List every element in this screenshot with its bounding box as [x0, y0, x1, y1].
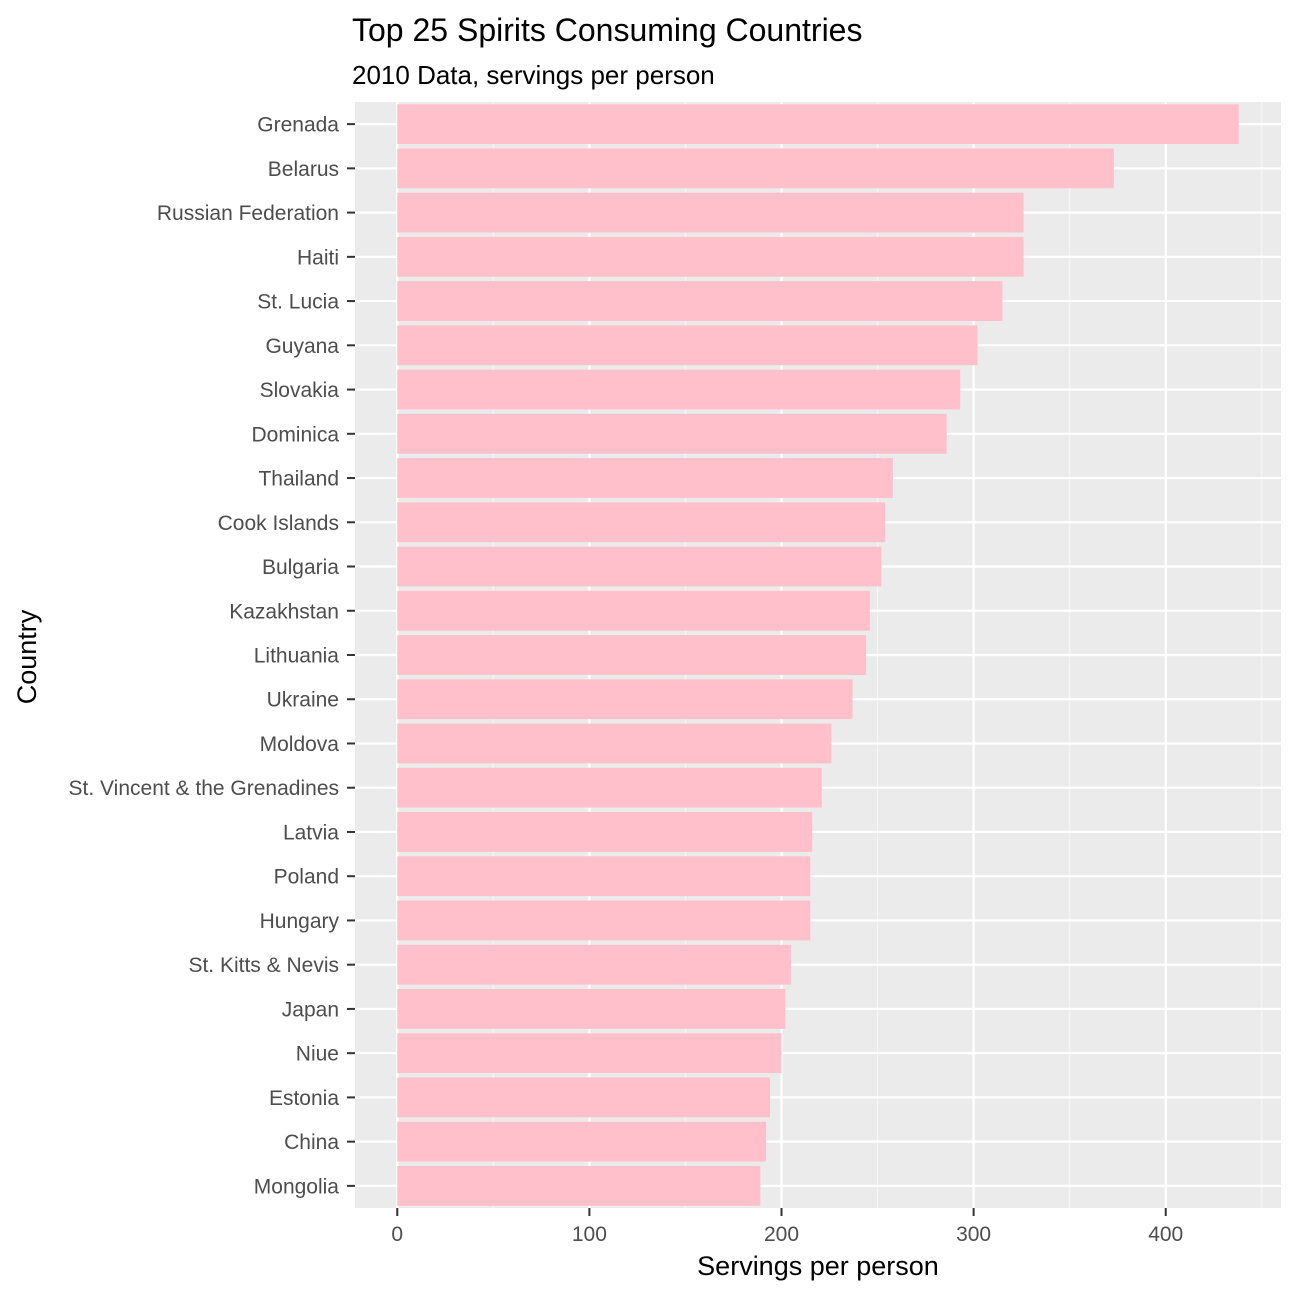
chart-subtitle: 2010 Data, servings per person [352, 60, 715, 90]
bar [397, 236, 1024, 277]
bar [397, 413, 947, 454]
x-tick-label: 0 [391, 1223, 403, 1246]
bar [397, 635, 867, 675]
bar [397, 900, 811, 941]
bar [397, 723, 832, 764]
y-tick-label: St. Lucia [257, 291, 339, 314]
y-tick-label: Estonia [269, 1087, 339, 1110]
y-tick-label: Belarus [268, 158, 339, 181]
y-tick-label: Moldova [260, 733, 340, 756]
x-axis: 0 100 200 300 400 [391, 1208, 1183, 1246]
bar [397, 369, 961, 410]
bar [397, 458, 893, 498]
y-tick-label: Dominica [251, 423, 339, 446]
bar [397, 502, 886, 543]
bar [397, 856, 811, 897]
y-tick-label: Russian Federation [157, 202, 339, 225]
bar [397, 767, 822, 808]
x-axis-title: Servings per person [697, 1251, 939, 1281]
y-tick-label: Thailand [258, 468, 339, 491]
y-tick-label: Mongolia [254, 1175, 340, 1198]
x-tick-label: 400 [1148, 1223, 1183, 1246]
y-axis: Grenada Belarus Russian Federation Haiti St.… [69, 114, 355, 1198]
y-tick-label: Japan [282, 998, 339, 1021]
y-tick-label: St. Kitts & Nevis [188, 954, 339, 977]
bar [397, 1033, 782, 1074]
y-tick-label: China [284, 1131, 339, 1154]
y-tick-label: Niue [296, 1043, 339, 1066]
bar [397, 944, 792, 985]
x-tick-label: 300 [956, 1223, 991, 1246]
bar [397, 148, 1114, 189]
bars [397, 104, 1239, 1206]
y-axis-title: Country [12, 609, 42, 704]
chart-title: Top 25 Spirits Consuming Countries [352, 12, 862, 48]
y-tick-label: Guyana [265, 335, 339, 358]
bar [397, 1121, 767, 1162]
x-tick-label: 100 [572, 1223, 607, 1246]
bar [397, 325, 978, 366]
y-tick-label: St. Vincent & the Grenadines [69, 777, 339, 800]
bar [397, 679, 853, 720]
y-tick-label: Kazakhstan [229, 600, 339, 623]
y-tick-label: Poland [274, 866, 339, 889]
y-tick-label: Haiti [297, 246, 339, 269]
y-tick-label: Lithuania [254, 645, 340, 668]
y-tick-label: Cook Islands [218, 512, 339, 535]
x-tick-label: 200 [764, 1223, 799, 1246]
y-tick-label: Grenada [257, 114, 339, 137]
y-tick-label: Hungary [260, 910, 340, 933]
y-tick-label: Ukraine [267, 689, 339, 712]
bar [397, 104, 1239, 145]
bar [397, 1077, 770, 1118]
bar [397, 989, 786, 1029]
bar [397, 812, 813, 852]
bar [397, 546, 882, 587]
y-tick-label: Slovakia [260, 379, 340, 402]
bar [397, 1165, 761, 1206]
y-tick-label: Latvia [283, 821, 339, 844]
bar [397, 192, 1024, 233]
bar [397, 281, 1003, 321]
y-tick-label: Bulgaria [262, 556, 339, 579]
bar [397, 590, 870, 631]
